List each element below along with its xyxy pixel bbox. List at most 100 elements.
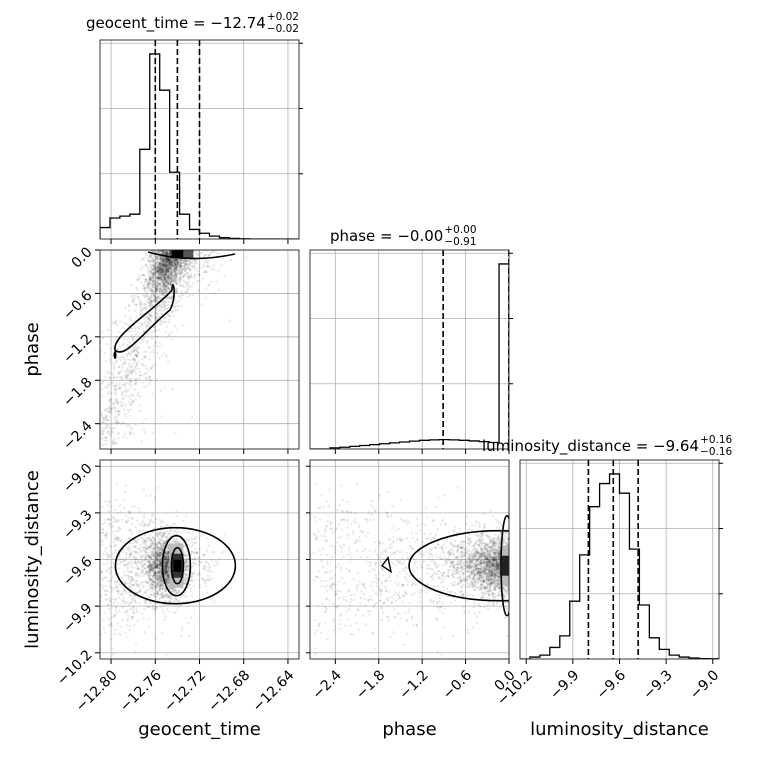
sample-point xyxy=(164,564,167,568)
sample-point xyxy=(118,584,122,587)
sample-point xyxy=(108,400,111,403)
sample-point xyxy=(158,276,161,279)
sample-point xyxy=(113,546,116,549)
sample-point xyxy=(148,556,151,559)
sample-point xyxy=(148,601,152,604)
sample-point xyxy=(158,531,161,535)
sample-point xyxy=(160,270,163,274)
sample-point xyxy=(155,551,159,554)
sample-point xyxy=(180,626,184,629)
sample-point xyxy=(105,598,109,602)
sample-point xyxy=(151,607,155,611)
sample-point xyxy=(136,346,140,349)
sample-point xyxy=(174,305,177,309)
sample-point xyxy=(149,578,152,581)
sample-point xyxy=(175,261,179,264)
sample-point xyxy=(127,382,131,386)
sample-point xyxy=(148,318,151,322)
sample-point xyxy=(172,258,176,261)
sample-point xyxy=(187,565,190,569)
sample-point xyxy=(160,520,163,523)
sample-point xyxy=(183,265,186,268)
sample-point xyxy=(169,260,173,263)
sample-point xyxy=(106,407,109,411)
sample-point xyxy=(156,297,159,301)
sample-point xyxy=(159,577,162,581)
sample-point xyxy=(196,573,200,576)
sample-point xyxy=(123,370,127,373)
sample-point xyxy=(171,257,175,260)
sample-point xyxy=(211,250,214,253)
sample-point xyxy=(138,409,142,413)
sample-point xyxy=(157,570,160,573)
sample-point xyxy=(127,304,131,308)
sample-point xyxy=(158,264,162,267)
sample-point xyxy=(101,431,104,435)
sample-point xyxy=(157,589,161,593)
sample-point xyxy=(184,554,187,557)
sample-point xyxy=(183,562,187,566)
sample-point xyxy=(190,577,193,580)
sample-point xyxy=(165,257,168,261)
sample-point xyxy=(165,561,169,564)
sample-point xyxy=(156,540,159,544)
sample-point xyxy=(157,571,161,574)
sample-point xyxy=(155,592,159,595)
sample-point xyxy=(149,587,153,590)
sample-point xyxy=(163,303,166,307)
sample-point xyxy=(148,296,151,299)
sample-point xyxy=(158,263,161,266)
sample-point xyxy=(133,298,136,301)
sample-point xyxy=(134,551,137,554)
sample-point xyxy=(153,272,156,275)
sample-point xyxy=(147,555,150,558)
sample-point xyxy=(130,371,134,375)
sample-point xyxy=(163,271,167,274)
sample-point xyxy=(134,330,137,333)
sample-point xyxy=(161,250,164,253)
sample-point xyxy=(154,554,158,557)
sample-point xyxy=(167,266,171,269)
sample-point xyxy=(156,280,159,283)
sample-point xyxy=(160,290,164,293)
sample-point xyxy=(159,558,163,562)
sample-point xyxy=(147,332,150,335)
sample-point xyxy=(162,276,166,279)
sample-point xyxy=(162,272,165,275)
sample-point xyxy=(126,373,129,376)
sample-point xyxy=(162,251,166,254)
sample-point xyxy=(189,587,193,590)
sample-point xyxy=(159,569,162,573)
sample-point xyxy=(128,553,132,557)
sample-point xyxy=(194,542,197,545)
panel-luminosity_distance-geocent_time xyxy=(95,459,300,664)
sample-point xyxy=(107,500,110,503)
sample-point xyxy=(158,296,161,299)
sample-point xyxy=(165,253,168,256)
sample-point xyxy=(145,263,148,267)
sample-point xyxy=(166,267,169,271)
sample-point xyxy=(158,561,161,564)
sample-point xyxy=(128,352,131,356)
sample-point xyxy=(137,537,140,541)
sample-point xyxy=(158,264,161,267)
sample-point xyxy=(110,407,113,411)
sample-point xyxy=(137,327,141,330)
sample-point xyxy=(167,585,170,588)
sample-point xyxy=(161,257,165,261)
sample-point xyxy=(185,559,189,562)
sample-point xyxy=(160,593,163,597)
sample-point xyxy=(157,552,161,555)
sample-point xyxy=(154,284,157,287)
sample-point xyxy=(167,550,170,554)
sample-point xyxy=(149,300,152,304)
sample-point xyxy=(161,609,164,613)
sample-point xyxy=(153,560,156,564)
sample-point xyxy=(106,602,110,606)
sample-point xyxy=(193,557,196,560)
sample-point xyxy=(154,307,158,310)
sample-point xyxy=(148,560,151,564)
sample-point xyxy=(156,569,160,573)
sample-point xyxy=(185,576,188,580)
sample-point xyxy=(152,565,156,568)
